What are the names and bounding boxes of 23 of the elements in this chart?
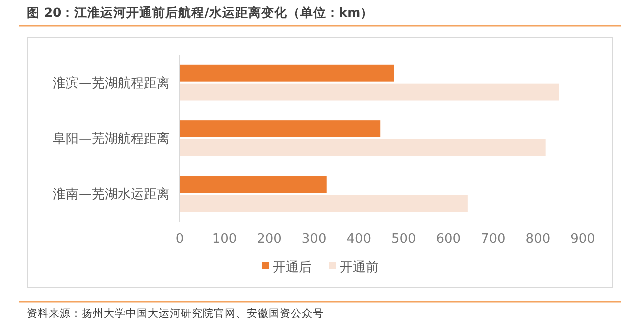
legend-label: 开通前 [340,260,379,276]
bar [180,64,394,82]
y-tick-label: 淮南—芜湖水运距离 [53,186,170,203]
y-tick-label: 阜阳—芜湖航程距离 [53,131,170,148]
bar [180,195,468,212]
x-tick-label: 900 [570,232,596,247]
x-tick-label: 500 [391,232,416,247]
x-tick-label: 300 [302,232,327,247]
bar [180,120,381,138]
x-tick-label: 800 [526,232,551,247]
bar [180,176,327,194]
chart-title: 图 20：江淮运河开通前后航程/水运距离变化（单位：km） [27,5,374,20]
x-tick-label: 700 [481,232,506,247]
text: 资料来源：扬州大学中国大运河研究院官网、安徽国资公众号 [27,307,324,320]
bar [180,84,560,101]
x-tick-label: 200 [257,232,282,247]
x-tick-label: 0 [176,232,184,247]
x-tick-label: 600 [436,232,462,247]
x-tick-label: 100 [212,232,238,247]
legend-label: 开通后 [273,260,312,276]
bar [180,140,546,156]
y-tick-label: 淮滨—芜湖航程距离 [53,75,170,92]
x-tick-label: 400 [346,232,372,247]
